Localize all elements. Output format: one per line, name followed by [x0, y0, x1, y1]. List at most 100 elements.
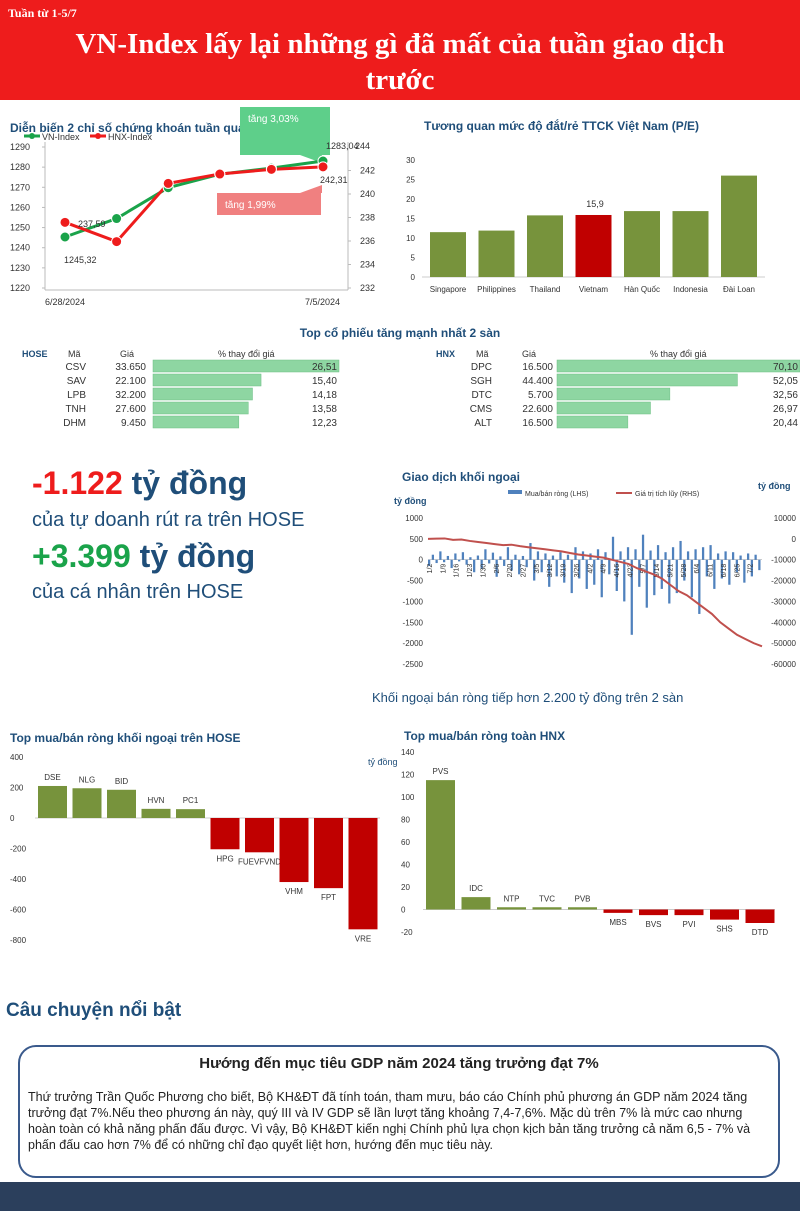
foreign-right-tick: 0	[792, 535, 797, 544]
pe-tick-label: 5	[411, 254, 416, 263]
hose-foreign-bar-chart: tỷ đồng 400 200 0 -200 -400 -600 -800 DSE NLG BI…	[10, 753, 398, 945]
hnx-legend-marker	[95, 133, 101, 139]
x-end-label: 7/5/2024	[305, 297, 340, 307]
hose-col-code: Mã	[68, 349, 81, 359]
hnx-foreign-label: NTP	[504, 894, 520, 903]
net-flow-bar	[713, 559, 716, 589]
index-chart-title: Diễn biến 2 chỉ số chứng khoán tuần qua	[10, 121, 245, 135]
net-flow-bar	[544, 553, 547, 560]
pe-bar	[527, 215, 563, 277]
hnx-foreign-label: PVS	[432, 767, 448, 776]
hnx-callout-pointer	[300, 185, 322, 193]
stock-pct: 12,23	[312, 418, 337, 429]
hnx-col-code: Mã	[476, 349, 489, 359]
hnx-point	[59, 216, 71, 228]
foreign-x-label: 6/18	[721, 564, 728, 578]
net-flow-bar	[518, 559, 521, 575]
prop-trading-line: -1.122 tỷ đồng	[32, 465, 247, 502]
individual-line: +3.399 tỷ đồng	[32, 538, 255, 575]
hose-foreign-tick: -200	[10, 845, 27, 854]
hnx-foreign-tick: -20	[401, 928, 413, 937]
net-flow-bar	[431, 554, 435, 560]
hnx-foreign-tick: 0	[401, 906, 406, 915]
hnx-foreign-label: PVI	[683, 920, 696, 929]
net-flow-bar	[638, 559, 641, 587]
pe-y-ticks: 30 25 20 15 10 5 0	[406, 156, 415, 282]
vn-point	[111, 213, 123, 225]
footer-bar	[0, 1182, 800, 1211]
stock-code: DPC	[471, 362, 492, 373]
cumulative-line	[427, 537, 763, 648]
pct-bar	[152, 415, 240, 429]
foreign-legend-bar: Mua/bán ròng (LHS)	[525, 491, 588, 498]
hnx-change-callout	[217, 193, 321, 215]
top-stocks-title: Top cổ phiếu tăng mạnh nhất 2 sàn	[299, 326, 501, 340]
hnx-foreign-bar	[745, 909, 775, 923]
net-flow-bar	[484, 549, 487, 560]
foreign-right-tick: -10000	[771, 556, 796, 565]
hose-foreign-tick: -800	[10, 936, 27, 945]
hnx-start-label: 237,59	[78, 219, 106, 229]
stock-code: SAV	[67, 376, 87, 387]
indiv-unit: tỷ đồng	[139, 538, 256, 574]
stock-code: TNH	[65, 404, 86, 415]
net-flow-bar	[754, 554, 757, 560]
net-flow-bar	[536, 551, 540, 560]
net-flow-bar	[615, 559, 618, 591]
foreign-unit-left: tỷ đồng	[394, 496, 427, 506]
hnx-foreign-tick: 140	[401, 748, 415, 757]
hose-foreign-bar	[72, 788, 102, 818]
hose-foreign-bar	[141, 808, 171, 818]
hnx-foreign-tick: 100	[401, 793, 415, 802]
net-flow-bar	[611, 536, 615, 560]
net-flow-bar	[488, 559, 491, 564]
net-flow-bar	[664, 552, 667, 560]
net-flow-bar	[724, 551, 727, 560]
net-flow-bar	[645, 559, 648, 608]
net-flow-bar	[443, 559, 446, 563]
net-flow-bar	[623, 559, 626, 602]
net-flow-bar	[495, 559, 498, 577]
foreign-x-label: 1/16	[454, 564, 461, 578]
prop-value: -1.122	[32, 465, 123, 501]
foreign-right-tick: -50000	[771, 639, 796, 648]
hose-foreign-title: Top mua/bán ròng khối ngoại trên HOSE	[10, 731, 241, 745]
pct-bar	[556, 373, 738, 387]
left-axis-ticks: 1290 1280 1270 1260 1250 1240 1230 1220	[10, 142, 45, 293]
foreign-x-label: 3/26	[574, 564, 581, 578]
foreign-x-label: 6/4	[694, 564, 701, 574]
hnx-foreign-tick: 80	[401, 816, 410, 825]
net-flow-bar	[533, 559, 536, 581]
prop-desc: của tự doanh rút ra trên HOSE	[32, 509, 305, 531]
net-flow-bar	[525, 559, 528, 568]
net-flow-bar	[435, 559, 438, 564]
hnx-index-line	[64, 165, 324, 244]
prop-unit: tỷ đồng	[131, 465, 248, 501]
hnx-foreign-label: PVB	[574, 894, 590, 903]
net-flow-bar	[439, 551, 442, 560]
net-flow-bar	[548, 559, 551, 587]
hose-foreign-tick: 200	[10, 784, 24, 793]
stock-price: 16.500	[522, 362, 553, 373]
foreign-left-tick: -2500	[403, 660, 424, 669]
net-flow-bar	[604, 552, 607, 560]
right-tick-label: 236	[360, 236, 375, 246]
foreign-x-label: 1/23	[467, 564, 474, 578]
hnx-point	[162, 177, 174, 189]
pe-bar	[624, 211, 660, 277]
hnx-foreign-tick: 20	[401, 883, 410, 892]
hnx-end-top-label: 244	[355, 141, 370, 151]
net-flow-bar	[446, 555, 450, 560]
hnx-label: HNX	[436, 349, 455, 359]
pe-category-label: Đài Loan	[723, 285, 755, 294]
hnx-foreign-bar	[674, 909, 704, 916]
stock-pct: 32,56	[773, 390, 798, 401]
foreign-x-label: 4/16	[614, 564, 621, 578]
hose-foreign-label: PC1	[183, 796, 199, 805]
stock-price: 16.500	[522, 418, 553, 429]
story-headline: Hướng đến mục tiêu GDP năm 2024 tăng trư…	[199, 1055, 599, 1072]
hnx-foreign-bar	[710, 909, 739, 920]
foreign-x-label: 5/7	[641, 564, 648, 574]
net-flow-bar	[559, 552, 562, 560]
